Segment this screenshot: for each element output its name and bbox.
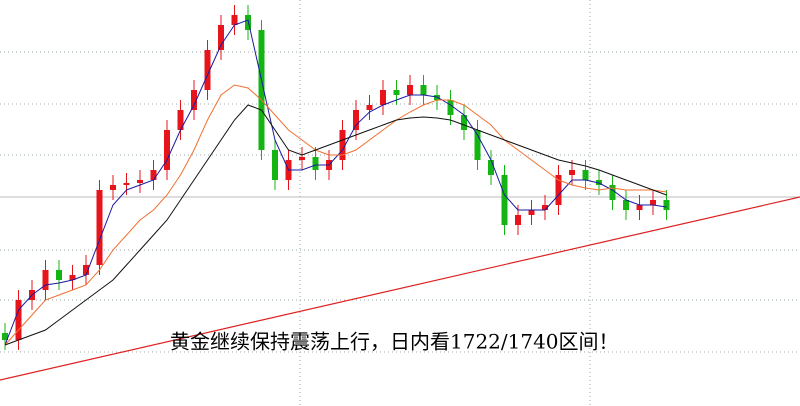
candle-body — [582, 170, 589, 180]
candle-body — [258, 30, 265, 150]
candle-body — [218, 25, 224, 50]
candle-body — [366, 105, 373, 110]
candle-body — [150, 170, 157, 180]
candle-body — [420, 85, 427, 95]
candle-body — [164, 130, 170, 170]
candle-body — [515, 215, 521, 225]
candle-body — [380, 90, 386, 105]
moving-average-line — [4, 104, 667, 346]
candle-body — [231, 15, 238, 25]
candle-body — [569, 170, 575, 175]
candle-body — [447, 100, 454, 115]
candle-body — [42, 270, 49, 290]
candle-body — [56, 270, 62, 280]
moving-average-line — [4, 84, 667, 346]
candle-body — [204, 50, 211, 90]
candle-body — [272, 150, 278, 180]
candle-body — [663, 200, 670, 210]
candle-body — [461, 115, 467, 130]
candle-body — [542, 205, 548, 210]
candle-body — [299, 157, 305, 160]
candle-body — [83, 265, 89, 275]
candle-body — [623, 200, 629, 210]
candle-body — [191, 90, 197, 110]
candle-body — [407, 85, 413, 95]
candle-body — [609, 185, 616, 200]
candle-body — [488, 160, 494, 175]
candle-body — [69, 275, 76, 280]
candle-body — [312, 157, 319, 170]
candle-body — [15, 300, 22, 340]
candle-body — [528, 210, 535, 215]
candle-body — [137, 180, 143, 183]
candle-body — [650, 200, 656, 205]
candle-body — [177, 110, 184, 130]
moving-average-line — [4, 19, 667, 346]
trend-line — [0, 196, 800, 381]
candle-body — [353, 110, 359, 130]
candle-body — [474, 130, 481, 160]
candle-body — [245, 15, 251, 30]
candle-body — [96, 190, 103, 265]
candle-body — [2, 333, 8, 340]
chart-title: 黄金继续保持震荡上行，日内看1722/1740区间！ — [170, 330, 619, 354]
candle-body — [123, 183, 130, 185]
candle-body — [110, 185, 116, 190]
candle-body — [636, 205, 643, 210]
candle-body — [501, 175, 508, 225]
candle-body — [393, 90, 400, 95]
candle-body — [555, 175, 562, 205]
candle-body — [339, 130, 346, 160]
